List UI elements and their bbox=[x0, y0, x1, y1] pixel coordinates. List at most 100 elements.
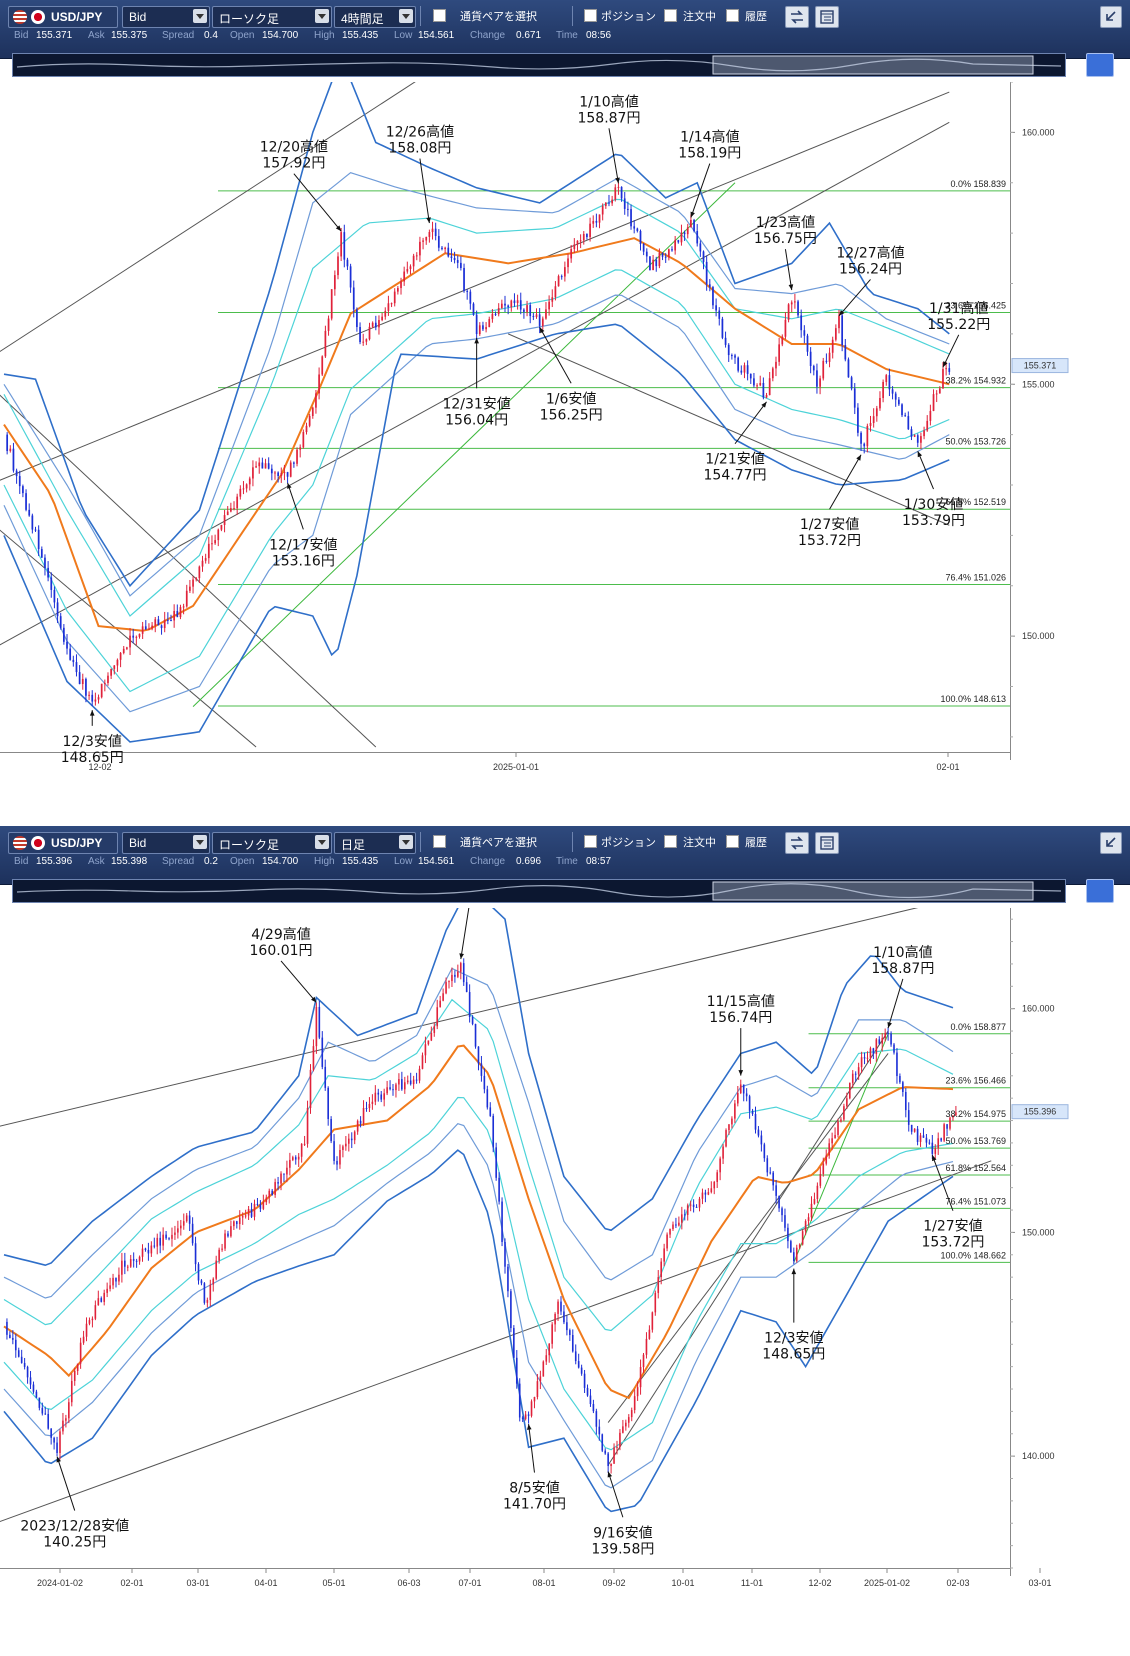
candle-body bbox=[387, 303, 390, 311]
candle-body bbox=[630, 209, 632, 227]
positions-checkbox[interactable] bbox=[584, 835, 597, 848]
chevron-down-icon bbox=[193, 9, 207, 23]
chart-type-select[interactable]: ローソク足 bbox=[212, 6, 332, 28]
candle-body bbox=[734, 1103, 736, 1119]
candle-body bbox=[857, 1067, 860, 1075]
candle-body bbox=[940, 1138, 942, 1141]
candle-body bbox=[510, 1291, 512, 1329]
orders-checkbox[interactable] bbox=[664, 835, 677, 848]
candle-body bbox=[486, 1089, 489, 1108]
candle-body bbox=[507, 1266, 509, 1292]
candle-body bbox=[851, 1073, 854, 1083]
candle-body bbox=[910, 429, 913, 437]
candle-body bbox=[566, 1322, 568, 1331]
annotation-date: 1/6安値 bbox=[546, 391, 597, 407]
positions-checkbox[interactable] bbox=[584, 9, 597, 22]
candle-body bbox=[371, 1101, 374, 1104]
symbol-selector[interactable]: USD/JPY bbox=[8, 832, 118, 854]
candle-body bbox=[492, 1115, 495, 1148]
candle-body bbox=[154, 619, 157, 626]
candle-body bbox=[533, 1396, 536, 1402]
candle-body bbox=[801, 1231, 804, 1245]
candle-body bbox=[872, 1048, 875, 1055]
y-tick-label: 150.000 bbox=[1022, 631, 1055, 641]
candle-body bbox=[247, 1208, 250, 1216]
band-inner-upper bbox=[3, 998, 954, 1332]
timeframe-select[interactable]: 4時間足 bbox=[334, 6, 416, 28]
high-value: 155.435 bbox=[342, 856, 379, 867]
candle-body bbox=[286, 1167, 288, 1175]
arrow-head-icon bbox=[474, 337, 479, 344]
candle-body bbox=[217, 529, 220, 541]
annotation-price: 141.70円 bbox=[503, 1497, 566, 1513]
fib-level-label: 50.0% 153.726 bbox=[945, 436, 1006, 446]
orders-checkbox[interactable] bbox=[664, 9, 677, 22]
candle-body bbox=[445, 982, 447, 994]
candle-body bbox=[841, 315, 844, 346]
annotation-arrow bbox=[56, 1456, 76, 1511]
fib-level-label: 0.0% 158.839 bbox=[950, 179, 1006, 189]
candle-body bbox=[482, 325, 484, 330]
candle-body bbox=[885, 375, 888, 382]
candle-body bbox=[938, 388, 941, 394]
select-pair-checkbox[interactable] bbox=[433, 9, 446, 22]
candle-body bbox=[218, 1249, 220, 1261]
candle-body bbox=[664, 256, 667, 258]
annotation-date: 12/17安値 bbox=[269, 537, 337, 553]
candle-body bbox=[330, 289, 333, 319]
candle-body bbox=[678, 1222, 680, 1226]
candle-body bbox=[70, 1380, 73, 1403]
change-value: 0.696 bbox=[516, 856, 542, 867]
candle-body bbox=[636, 228, 639, 231]
navigator-scrollbar[interactable] bbox=[12, 879, 1066, 903]
swap-chart-button[interactable] bbox=[785, 6, 809, 28]
x-tick-label: 2025-01-02 bbox=[864, 1578, 910, 1588]
candle-body bbox=[731, 1118, 733, 1125]
candle-body bbox=[931, 1142, 934, 1154]
annotation-arrow bbox=[607, 1471, 624, 1518]
collapse-arrow-icon bbox=[1106, 11, 1116, 21]
candle-body bbox=[53, 1437, 55, 1443]
collapse-button[interactable] bbox=[1100, 832, 1122, 854]
candle-body bbox=[384, 310, 387, 317]
price-type-select[interactable]: Bid bbox=[122, 832, 210, 854]
candle-body bbox=[259, 1204, 262, 1209]
chart-type-select[interactable]: ローソク足 bbox=[212, 832, 332, 854]
history-checkbox[interactable] bbox=[726, 835, 739, 848]
candle-body bbox=[935, 393, 938, 395]
candle-body bbox=[262, 1202, 265, 1209]
price-chart[interactable]: 0.0% 158.877 23.6% 156.466 38.2% 154.975 50… bbox=[0, 908, 1130, 1656]
swap-chart-button[interactable] bbox=[785, 832, 809, 854]
candle-body bbox=[541, 318, 544, 326]
select-pair-label: 通貨ペアを選択 bbox=[460, 11, 537, 23]
navigator-scrollbar[interactable] bbox=[12, 53, 1066, 77]
candle-body bbox=[693, 219, 695, 232]
candle-body bbox=[330, 1119, 332, 1142]
candle-body bbox=[59, 616, 62, 628]
chart-settings-button[interactable] bbox=[815, 832, 839, 854]
candle-body bbox=[586, 1387, 589, 1396]
candle-body bbox=[681, 1214, 683, 1223]
candle-body bbox=[757, 1129, 760, 1136]
candle-body bbox=[784, 1215, 786, 1228]
chart-settings-button[interactable] bbox=[815, 6, 839, 28]
collapse-button[interactable] bbox=[1100, 6, 1122, 28]
navigator-expand-button[interactable] bbox=[1086, 879, 1114, 903]
candle-body bbox=[227, 1233, 229, 1237]
symbol-selector[interactable]: USD/JPY bbox=[8, 6, 118, 28]
price-chart[interactable]: 0.0% 158.839 23.6% 156.425 38.2% 154.932 50… bbox=[0, 82, 1130, 820]
candle-body bbox=[469, 291, 472, 304]
candle-body bbox=[683, 232, 686, 235]
plot-layer bbox=[0, 908, 1010, 1523]
select-pair-checkbox[interactable] bbox=[433, 835, 446, 848]
arrow-head-icon bbox=[932, 1155, 937, 1162]
candle-body bbox=[305, 425, 308, 433]
candle-body bbox=[658, 252, 661, 267]
history-checkbox[interactable] bbox=[726, 9, 739, 22]
candle-body bbox=[480, 1063, 483, 1076]
candle-body bbox=[775, 1185, 777, 1196]
navigator-expand-button[interactable] bbox=[1086, 53, 1114, 77]
timeframe-select[interactable]: 日足 bbox=[334, 832, 416, 854]
candle-body bbox=[29, 1377, 32, 1385]
price-type-select[interactable]: Bid bbox=[122, 6, 210, 28]
